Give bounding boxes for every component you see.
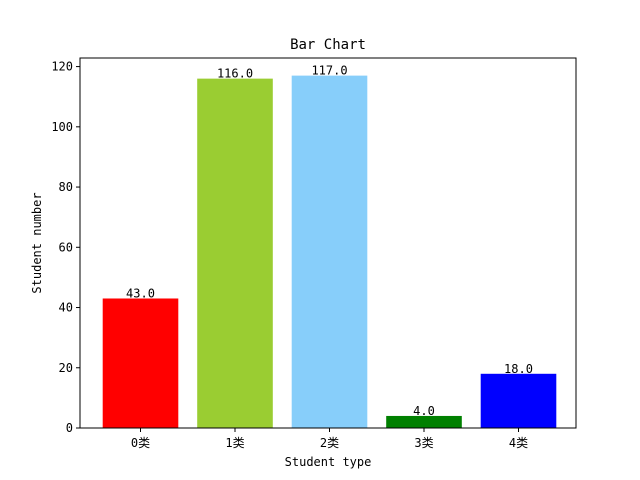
x-axis-ticks: 0类 1类 2类 3类 4类 (131, 428, 528, 450)
value-label-1: 116.0 (217, 67, 253, 81)
value-label-3: 4.0 (413, 404, 435, 418)
y-tick-label-4: 80 (59, 180, 73, 194)
bar-group (102, 75, 557, 429)
y-tick-label-3: 60 (59, 240, 73, 254)
x-tick-label-2: 2类 (320, 436, 339, 450)
y-tick-label-1: 20 (59, 361, 73, 375)
value-label-0: 43.0 (126, 286, 155, 300)
y-tick-label-5: 100 (51, 120, 73, 134)
bar-3 (386, 415, 462, 428)
y-axis-label: Student number (30, 192, 44, 293)
value-label-2: 117.0 (311, 64, 347, 78)
plot-frame (79, 57, 577, 429)
y-axis-ticks: 0 20 40 60 80 100 120 (51, 60, 80, 435)
bar-2 (291, 75, 368, 429)
chart-title: Bar Chart (290, 37, 366, 53)
x-tick-label-1: 1类 (225, 436, 244, 450)
x-tick-label-0: 0类 (131, 436, 150, 450)
bar-4 (480, 373, 557, 428)
y-tick-label-6: 120 (51, 60, 73, 74)
x-tick-label-3: 3类 (414, 436, 433, 450)
y-tick-label-0: 0 (66, 421, 73, 435)
x-axis-label: Student type (285, 455, 372, 469)
value-label-4: 18.0 (504, 362, 533, 376)
bar-1 (197, 78, 273, 428)
y-tick-label-2: 40 (59, 301, 73, 315)
value-label-group: 43.0 116.0 117.0 4.0 18.0 (126, 64, 533, 418)
x-tick-label-4: 4类 (509, 436, 528, 450)
bar-0 (102, 298, 179, 428)
